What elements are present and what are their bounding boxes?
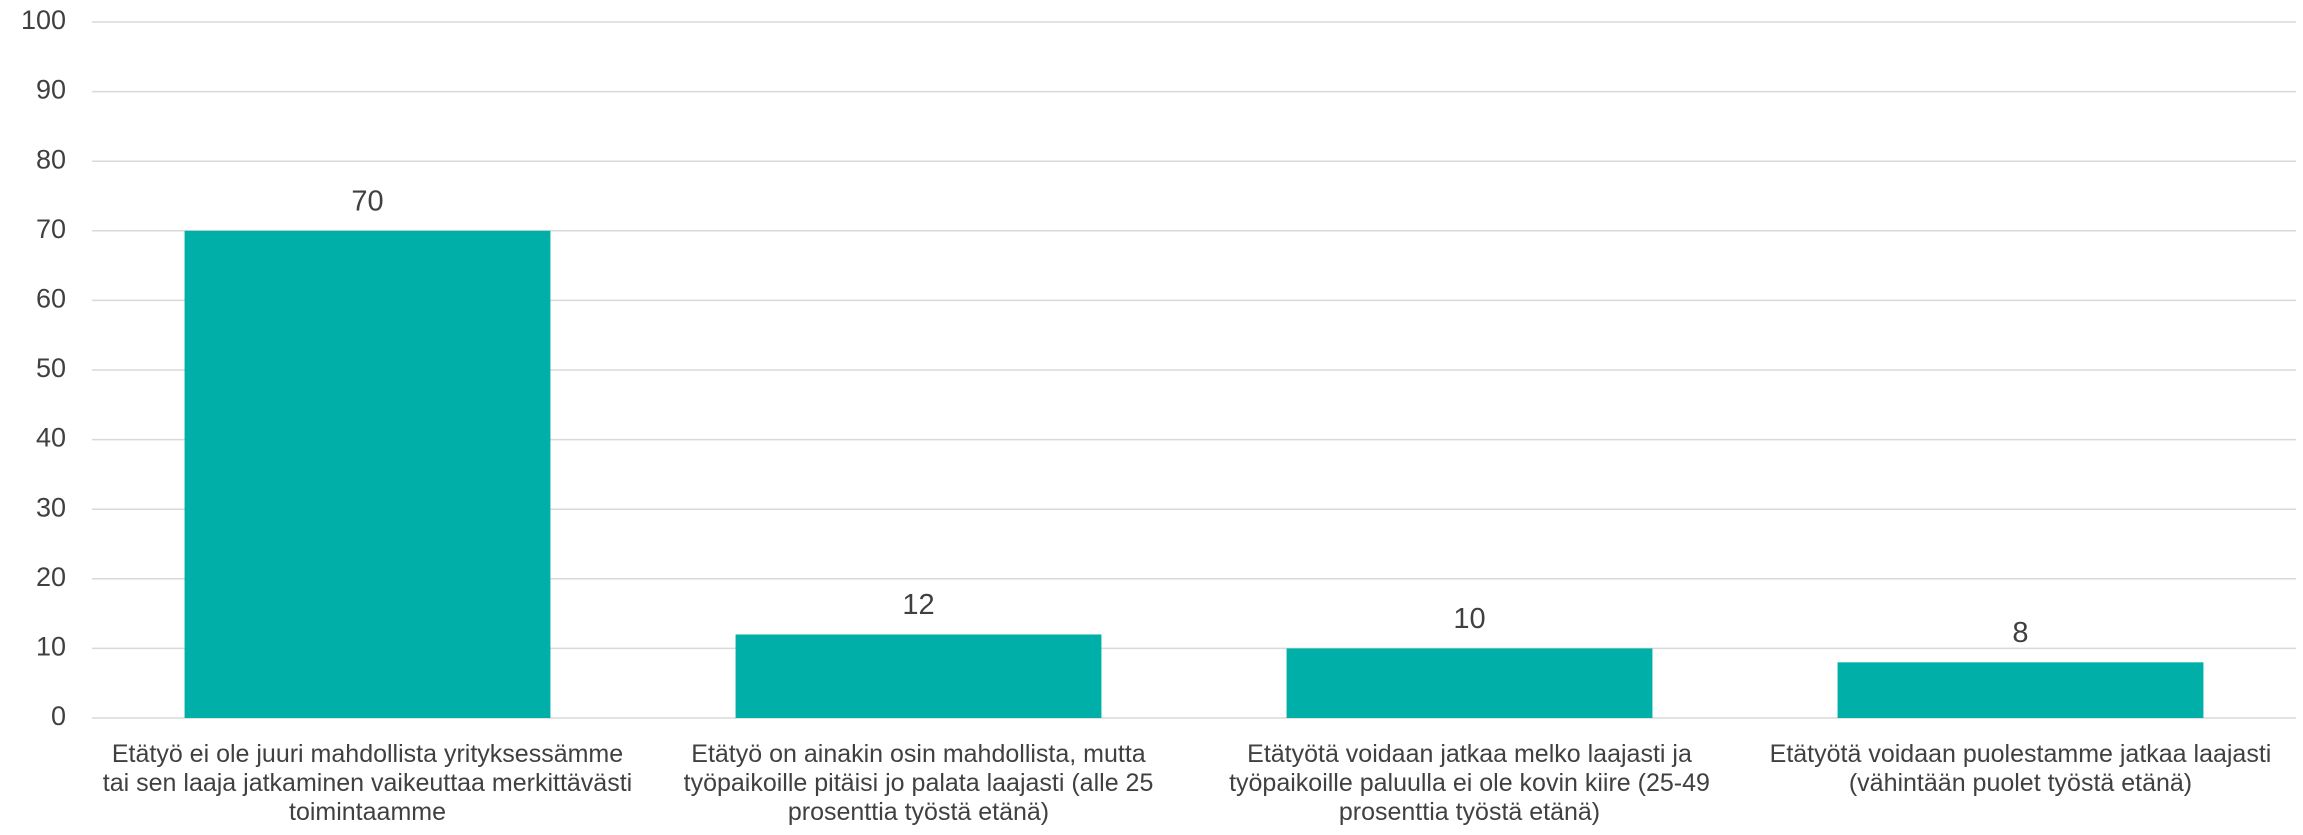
y-tick-label: 100 [21, 5, 66, 35]
bar [1837, 662, 2204, 718]
y-tick-label: 10 [36, 632, 66, 662]
data-label: 8 [2012, 617, 2028, 649]
y-tick-label: 80 [36, 144, 66, 174]
y-tick-label: 90 [36, 75, 66, 105]
y-tick-label: 40 [36, 423, 66, 453]
x-tick-label: Etätyötä voidaan puolestamme jatkaa laaj… [1769, 740, 2272, 797]
bar [1286, 648, 1653, 718]
bar [735, 634, 1102, 718]
y-tick-label: 30 [36, 492, 66, 522]
data-label: 12 [902, 589, 934, 621]
x-tick-label: Etätyö ei ole juuri mahdollista yritykse… [102, 740, 633, 826]
x-tick-label: Etätyö on ainakin osin mahdollista, mutt… [683, 740, 1154, 826]
data-label: 10 [1453, 603, 1485, 635]
data-label: 70 [351, 185, 383, 217]
y-tick-label: 60 [36, 284, 66, 314]
y-tick-label: 0 [51, 701, 66, 731]
y-tick-label: 70 [36, 214, 66, 244]
y-tick-label: 20 [36, 562, 66, 592]
x-tick-label: Etätyötä voidaan jatkaa melko laajasti j… [1229, 740, 1710, 826]
bar [184, 230, 551, 719]
y-tick-label: 50 [36, 353, 66, 383]
